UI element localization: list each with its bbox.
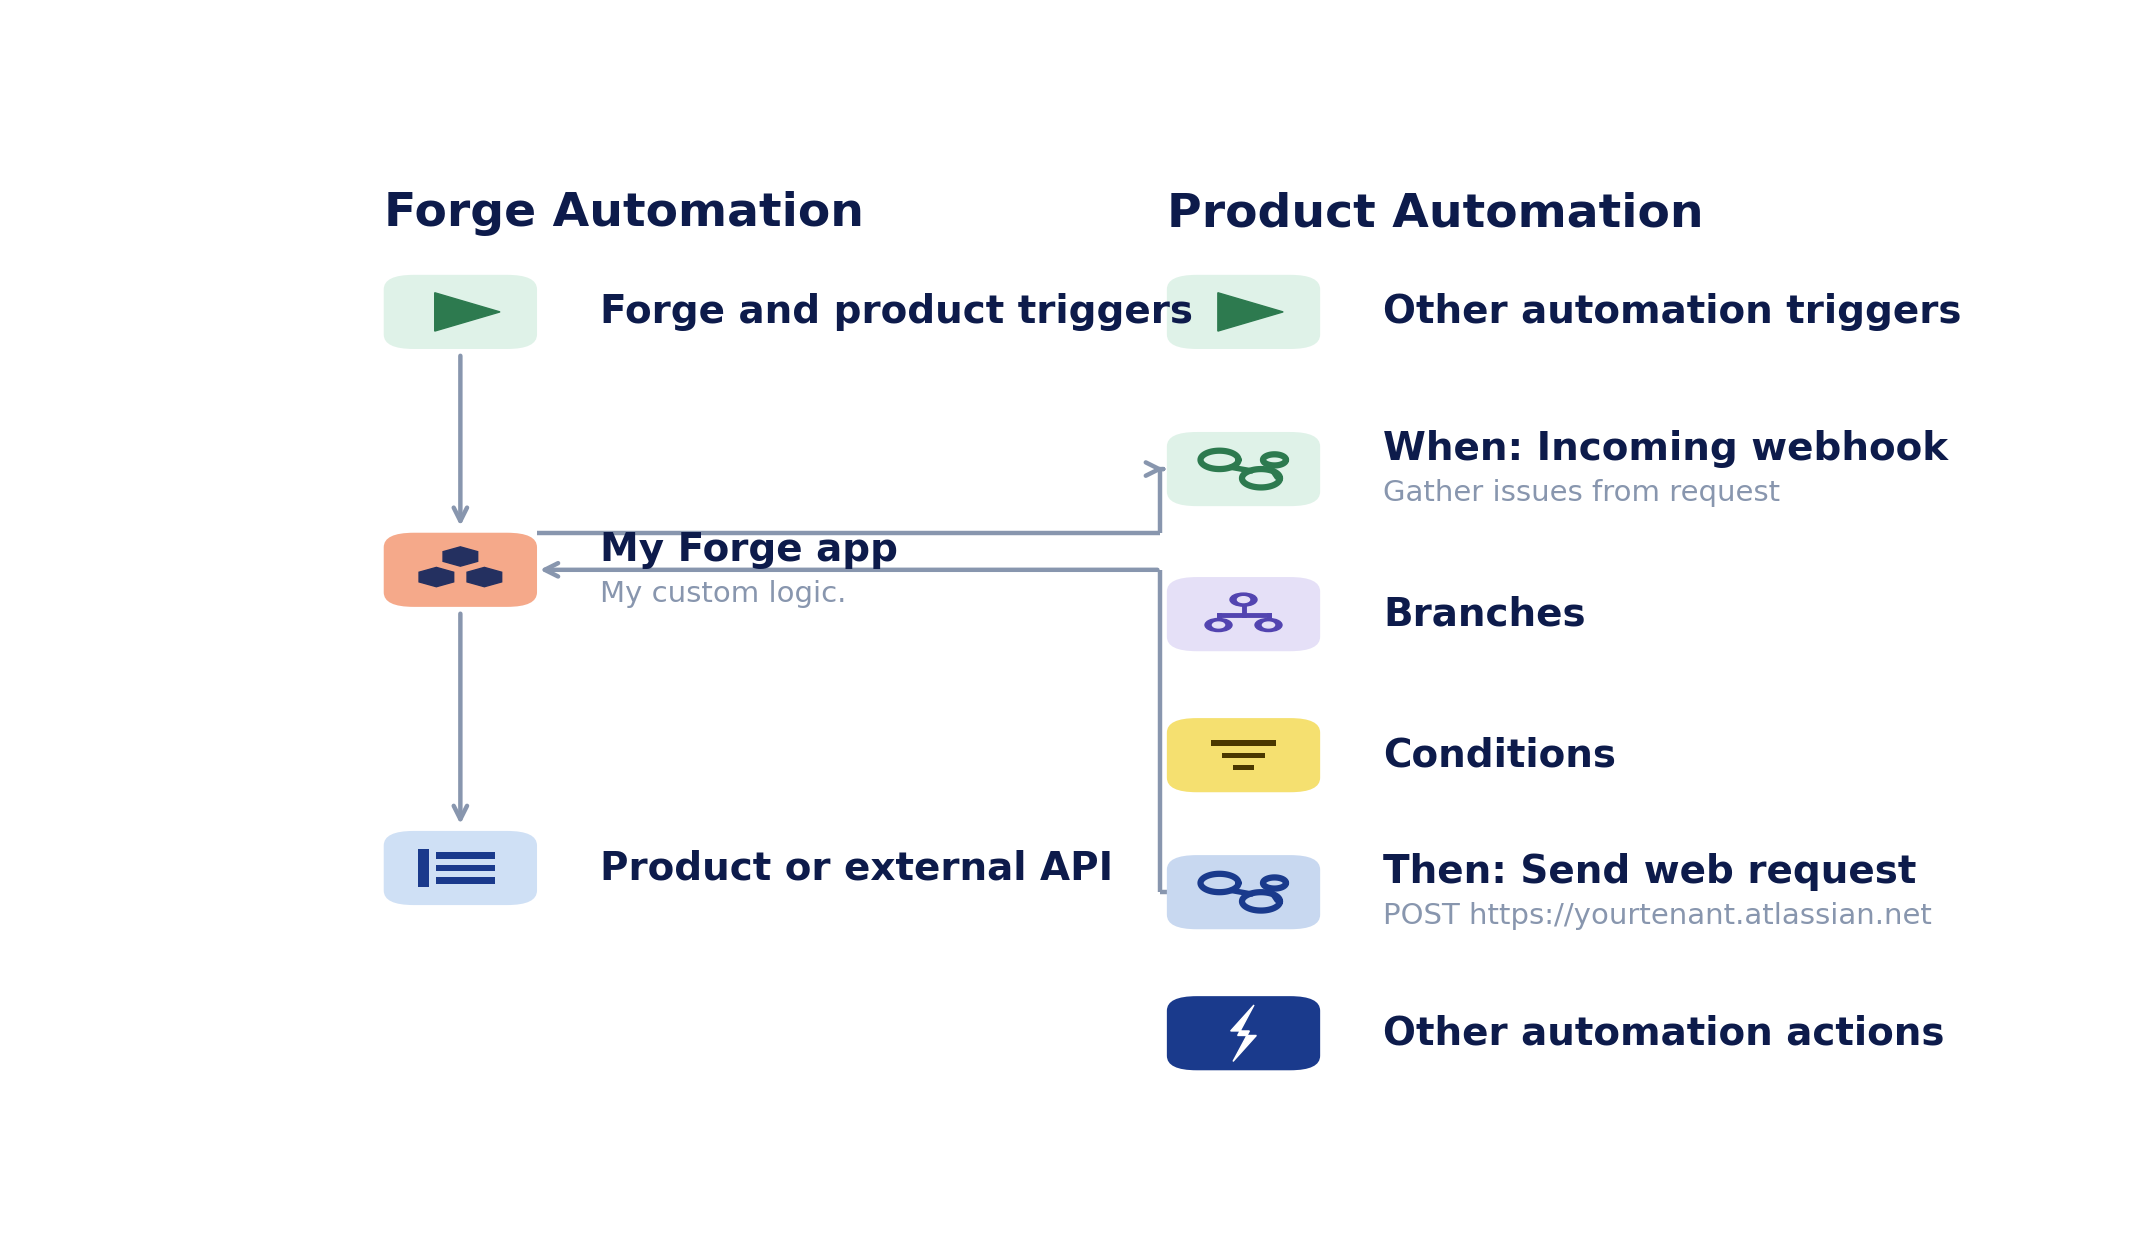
Bar: [436, 865, 495, 872]
Circle shape: [1204, 618, 1232, 632]
Polygon shape: [1230, 1005, 1256, 1061]
Text: Then: Send web request: Then: Send web request: [1382, 853, 1918, 891]
Circle shape: [1230, 593, 1258, 607]
Circle shape: [1238, 597, 1249, 603]
Bar: [417, 849, 428, 862]
Bar: [436, 853, 495, 859]
FancyBboxPatch shape: [1167, 275, 1320, 349]
Text: Other automation triggers: Other automation triggers: [1382, 293, 1963, 330]
Text: Other automation actions: Other automation actions: [1382, 1014, 1946, 1053]
Polygon shape: [1217, 293, 1284, 332]
Bar: [436, 878, 495, 884]
FancyBboxPatch shape: [383, 533, 538, 607]
Circle shape: [1262, 622, 1275, 628]
Text: Product or external API: Product or external API: [600, 849, 1114, 887]
Polygon shape: [434, 293, 501, 332]
FancyBboxPatch shape: [1167, 996, 1320, 1070]
Text: Gather issues from request: Gather issues from request: [1382, 480, 1780, 507]
FancyBboxPatch shape: [383, 831, 538, 906]
Polygon shape: [467, 568, 501, 587]
Circle shape: [1213, 622, 1226, 628]
Bar: [1221, 752, 1264, 757]
FancyBboxPatch shape: [1167, 718, 1320, 793]
Bar: [417, 874, 428, 887]
Bar: [417, 862, 428, 874]
Text: Conditions: Conditions: [1382, 736, 1617, 774]
FancyBboxPatch shape: [1167, 577, 1320, 651]
Text: POST https://yourtenant.atlassian.net: POST https://yourtenant.atlassian.net: [1382, 902, 1933, 931]
FancyBboxPatch shape: [1167, 855, 1320, 929]
FancyBboxPatch shape: [383, 275, 538, 349]
FancyBboxPatch shape: [1167, 432, 1320, 506]
Text: Forge Automation: Forge Automation: [383, 191, 864, 236]
Polygon shape: [419, 568, 454, 587]
Text: My Forge app: My Forge app: [600, 530, 899, 569]
Text: Branches: Branches: [1382, 595, 1587, 633]
Bar: [1210, 741, 1275, 746]
Text: My custom logic.: My custom logic.: [600, 580, 847, 608]
Text: Product Automation: Product Automation: [1167, 191, 1703, 236]
Polygon shape: [443, 546, 477, 566]
Text: Forge and product triggers: Forge and product triggers: [600, 293, 1193, 330]
Text: When: Incoming webhook: When: Incoming webhook: [1382, 430, 1948, 468]
Circle shape: [1256, 618, 1281, 632]
Bar: [1232, 765, 1253, 770]
